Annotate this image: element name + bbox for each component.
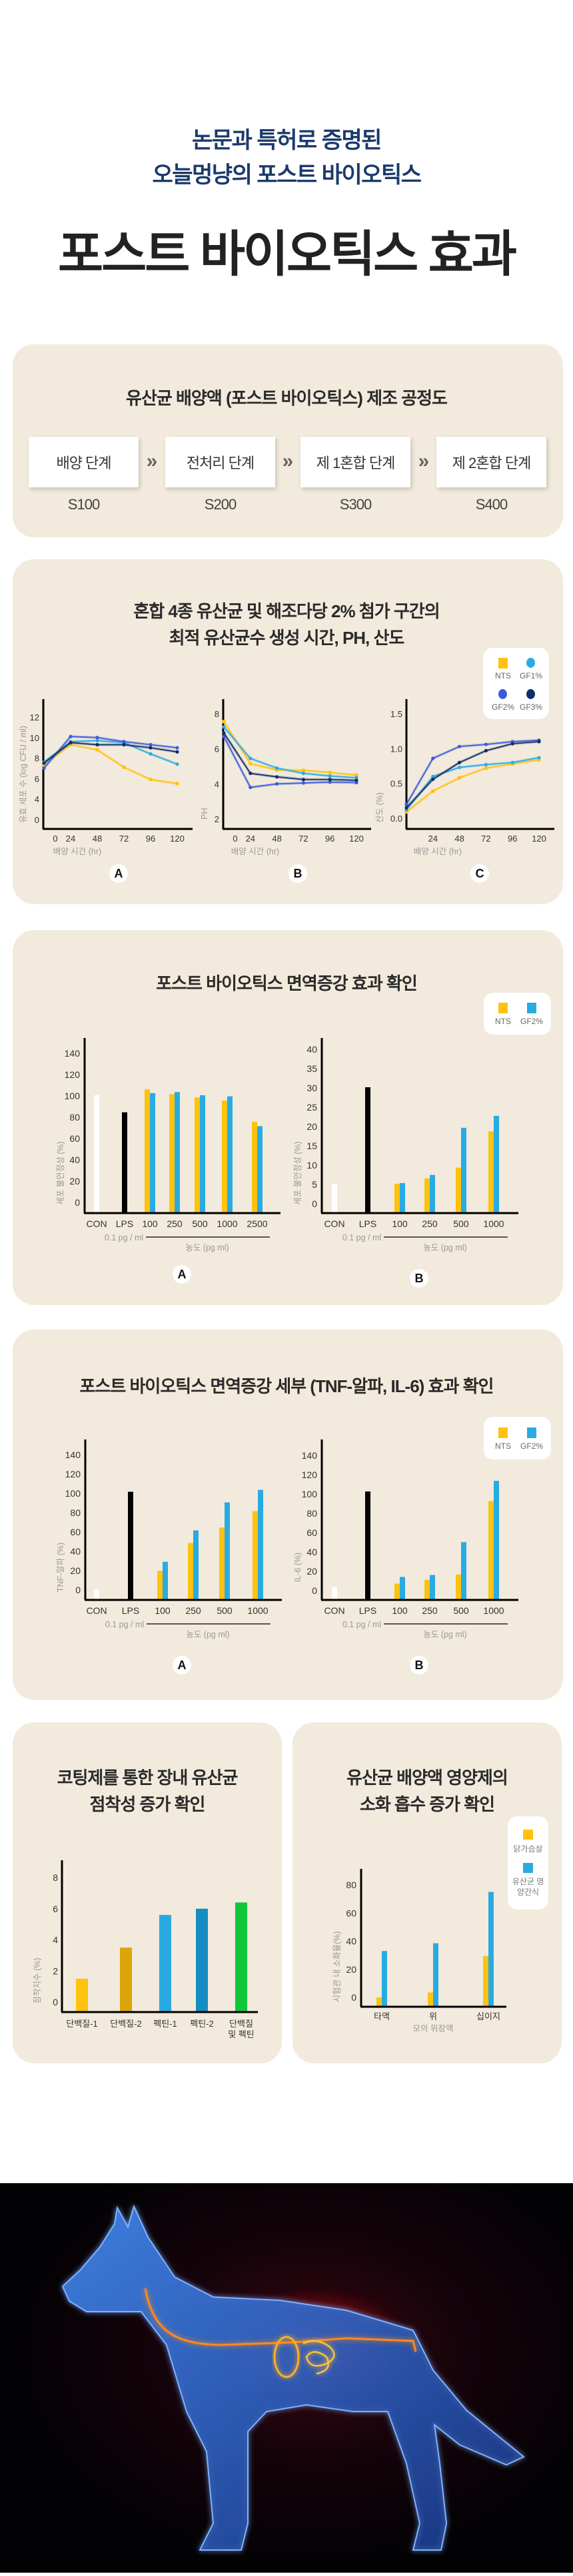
intestines — [302, 2340, 335, 2375]
digestive-tract — [144, 2288, 417, 2352]
digestion-title-line-1: 유산균 배양액 영양제의 — [346, 1768, 508, 1788]
double-chevron-right-icon: » — [282, 450, 294, 472]
immune-card — [13, 930, 563, 1305]
digestion-title-line-2: 소화 흡수 증가 확인 — [359, 1794, 495, 1814]
gf1-swatch — [526, 658, 535, 668]
subtitle-line-2: 오늘멍냥의 포스트 바이오틱스 — [152, 162, 422, 188]
process-step-2: 전처리 단계 — [165, 437, 275, 487]
immune-detail-card — [13, 1330, 563, 1700]
adhesion-title-line-2: 점착성 증가 확인 — [89, 1794, 206, 1814]
adhesion-title-line-1: 코팅제를 통한 장내 유산균 — [57, 1768, 239, 1788]
process-step-4: 제 2혼합 단계 — [436, 437, 546, 487]
process-title: 유산균 배양액 (포스트 바이오틱스) 제조 공정도 — [126, 388, 448, 408]
growth-title-line-2: 최적 유산균수 생성 시간, PH, 산도 — [169, 628, 405, 648]
double-chevron-right-icon: » — [146, 450, 158, 472]
growth-legend: NTS GF1% GF2% GF3% — [483, 648, 549, 719]
process-step-code: S400 — [475, 496, 508, 513]
dog-silhouette — [61, 2204, 525, 2551]
nts-swatch — [498, 1003, 508, 1013]
nts-swatch — [498, 1427, 508, 1438]
immune-legend: NTS GF2% — [484, 993, 551, 1035]
legend-label: NTS — [495, 671, 511, 680]
nts-swatch — [498, 658, 508, 668]
stomach — [273, 2336, 300, 2378]
process-step-code: S100 — [67, 496, 100, 513]
process-step-3: 제 1혼합 단계 — [300, 437, 410, 487]
digestion-legend: 닭가슴살 유산균 영양간식 — [508, 1816, 548, 1910]
immune-detail-legend: NTS GF2% — [484, 1417, 551, 1459]
gf2-swatch — [527, 1427, 536, 1438]
legend-label: GF1% — [519, 671, 542, 680]
legend-label: GF2% — [520, 1441, 543, 1451]
chicken-swatch — [523, 1830, 533, 1840]
subtitle-line-1: 논문과 특허로 증명된 — [192, 128, 382, 153]
legend-label: NTS — [495, 1441, 511, 1451]
dog-digestive-illustration — [0, 2183, 573, 2573]
legend-label: GF3% — [519, 702, 542, 712]
gf3-swatch — [526, 689, 535, 699]
growth-title-line-1: 혼합 4종 유산균 및 해조다당 2% 첨가 구간의 — [133, 601, 440, 621]
process-step-1: 배양 단계 — [29, 437, 139, 487]
legend-label: GF2% — [491, 702, 514, 712]
probiotic-snack-swatch — [523, 1863, 533, 1873]
dog-xray-image — [61, 2204, 525, 2551]
double-chevron-right-icon: » — [418, 450, 430, 472]
immune-detail-title: 포스트 바이오틱스 면역증강 세부 (TNF-알파, IL-6) 효과 확인 — [79, 1376, 494, 1396]
legend-label: 닭가슴살 — [513, 1844, 543, 1854]
legend-label: 유산균 영양간식 — [512, 1877, 544, 1897]
page-title: 포스트 바이오틱스 효과 — [58, 226, 517, 282]
process-step-code: S200 — [204, 496, 237, 513]
process-step-code: S300 — [339, 496, 372, 513]
legend-label: NTS — [495, 1017, 511, 1026]
gf2-swatch — [527, 1003, 536, 1013]
legend-label: GF2% — [520, 1017, 543, 1026]
gf2-swatch — [498, 689, 507, 699]
immune-title: 포스트 바이오틱스 면역증강 효과 확인 — [156, 973, 418, 993]
